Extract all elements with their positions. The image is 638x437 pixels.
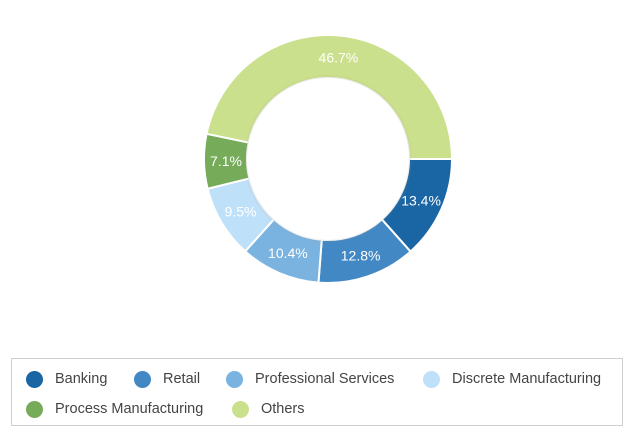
slice-label-process-manufacturing: 7.1% <box>210 153 242 169</box>
donut-chart: 13.4% 12.8% 10.4% 9.5% 7.1% 46.7% <box>203 34 453 284</box>
legend-item-others[interactable]: Others <box>232 399 305 419</box>
legend-label-retail: Retail <box>163 371 201 387</box>
legend-swatch-process-manufacturing <box>26 400 43 418</box>
legend-item-banking[interactable]: Banking <box>26 369 107 389</box>
legend-label-professional-services: Professional Services <box>255 371 395 387</box>
legend-item-professional-services[interactable]: Professional Services <box>226 369 394 389</box>
legend-label-discrete-manufacturing: Discrete Manufacturing <box>452 371 602 387</box>
slice-label-banking: 13.4% <box>401 193 441 209</box>
legend-swatch-discrete-manufacturing <box>423 370 440 388</box>
legend-label-process-manufacturing: Process Manufacturing <box>55 401 204 417</box>
slice-label-retail: 12.8% <box>341 248 381 264</box>
chart-legend: Banking Retail Professional Services Dis… <box>11 358 623 426</box>
legend-item-retail[interactable]: Retail <box>134 369 200 389</box>
slice-label-others: 46.7% <box>319 50 359 66</box>
donut-hole <box>247 78 409 240</box>
legend-swatch-professional-services <box>226 370 243 388</box>
slices-layer <box>203 34 453 284</box>
legend-item-process-manufacturing[interactable]: Process Manufacturing <box>26 399 203 419</box>
legend-swatch-retail <box>134 370 151 388</box>
slice-others[interactable] <box>205 34 453 160</box>
legend-label-banking: Banking <box>55 371 108 387</box>
labels-layer: 13.4% 12.8% 10.4% 9.5% 7.1% 46.7% <box>210 50 441 264</box>
legend-item-discrete-manufacturing[interactable]: Discrete Manufacturing <box>423 369 601 389</box>
slice-label-professional-services: 10.4% <box>268 245 308 261</box>
legend-label-others: Others <box>261 401 305 417</box>
donut-chart-svg: 13.4% 12.8% 10.4% 9.5% 7.1% 46.7% <box>203 34 453 284</box>
legend-swatch-others <box>232 400 249 418</box>
slice-label-discrete-manufacturing: 9.5% <box>225 204 257 220</box>
legend-swatch-banking <box>26 370 43 388</box>
